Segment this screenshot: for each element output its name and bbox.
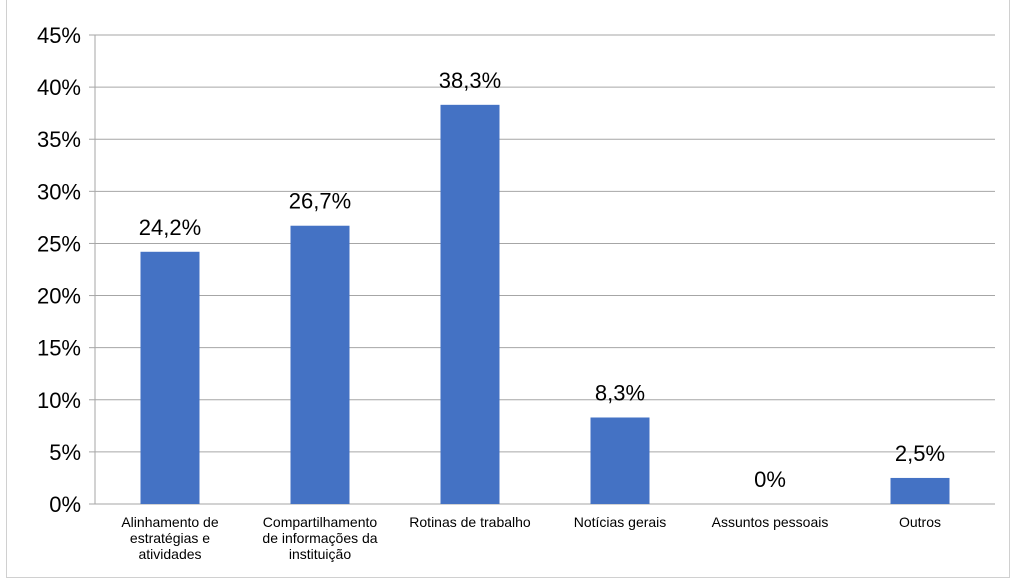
category-label-line: estratégias e [130, 530, 210, 546]
category-label-line: Assuntos pessoais [712, 514, 829, 530]
data-label: 24,2% [139, 215, 201, 240]
y-tick-label: 15% [37, 336, 81, 361]
bar [440, 104, 500, 504]
category-label: Alinhamento de estratégias e atividades [121, 514, 219, 562]
data-labels: 24,2% 26,7% 38,3% 8,3% 0% 2,5% [139, 68, 945, 492]
category-label-line: Rotinas de trabalho [409, 514, 531, 530]
category-label: Rotinas de trabalho [409, 514, 531, 530]
category-label-line: instituição [289, 546, 351, 562]
category-label-line: Alinhamento de [121, 514, 219, 530]
y-tick-label: 0% [49, 492, 81, 517]
y-tick-label: 35% [37, 127, 81, 152]
y-tick-label: 20% [37, 284, 81, 309]
bar [890, 477, 950, 504]
data-label: 0% [754, 467, 786, 492]
category-label-line: atividades [138, 546, 201, 562]
bar [140, 251, 200, 504]
y-tick-label: 25% [37, 231, 81, 256]
bar [590, 417, 650, 504]
category-label-line: Notícias gerais [574, 514, 667, 530]
y-tick-label: 45% [37, 23, 81, 48]
gridlines [89, 34, 995, 505]
y-tick-label: 10% [37, 388, 81, 413]
category-label-line: Compartilhamento [263, 514, 378, 530]
chart-frame [6, 0, 1010, 578]
data-label: 26,7% [289, 189, 351, 214]
category-label-line: de informações da [262, 530, 377, 546]
category-label-line: Outros [899, 514, 941, 530]
data-label: 38,3% [439, 68, 501, 93]
data-label: 2,5% [895, 441, 945, 466]
data-label: 8,3% [595, 380, 645, 405]
bar [290, 225, 350, 504]
category-label: Compartilhamento de informações da institu… [262, 514, 377, 562]
category-label: Assuntos pessoais [712, 514, 829, 530]
y-axis: 0% 5% 10% 15% 20% 25% 30% 35% 40% 45% [37, 23, 96, 517]
y-tick-label: 30% [37, 179, 81, 204]
category-label: Outros [899, 514, 941, 530]
y-tick-label: 5% [49, 440, 81, 465]
bars [140, 104, 950, 504]
x-axis-categories: Alinhamento de estratégias e atividades Com… [121, 514, 941, 562]
category-label: Notícias gerais [574, 514, 667, 530]
y-tick-label: 40% [37, 75, 81, 100]
